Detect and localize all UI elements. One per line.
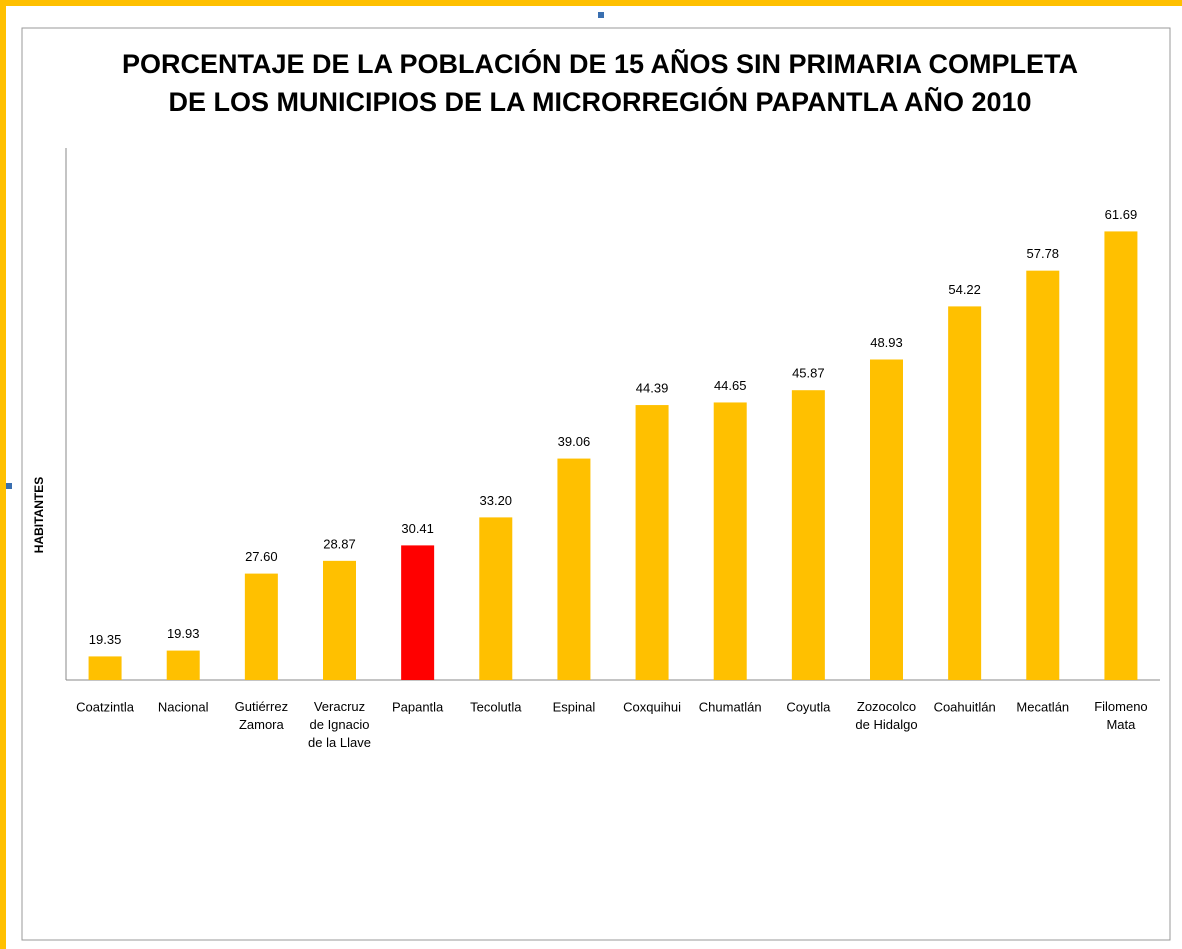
chart-title: PORCENTAJE DE LA POBLACIÓN DE 15 AÑOS SI… (122, 48, 1078, 117)
bar (323, 560, 356, 680)
handle (598, 12, 604, 18)
x-tick-label: Coyutla (786, 699, 831, 714)
bar (557, 458, 591, 680)
bar (870, 359, 903, 680)
x-tick-label: Coatzintla (76, 699, 135, 714)
bar (88, 656, 122, 680)
data-label: 54.22 (948, 282, 981, 297)
chart-border (21, 27, 1171, 941)
x-tick-label: Nacional (158, 699, 209, 714)
y-axis-label: HABITANTES (32, 477, 46, 553)
bar (635, 405, 669, 680)
data-label: 44.65 (714, 378, 747, 393)
bar (166, 650, 200, 680)
bar (1104, 231, 1138, 681)
data-label: 61.69 (1105, 207, 1138, 222)
data-label: 28.87 (323, 536, 356, 551)
bar (479, 517, 513, 680)
data-label: 39.06 (558, 434, 591, 449)
x-tick-label: Mecatlán (1016, 699, 1069, 714)
data-label: 57.78 (1027, 246, 1060, 261)
bar (791, 390, 825, 680)
data-label: 19.35 (89, 632, 122, 647)
data-label: 45.87 (792, 366, 825, 381)
data-label: 27.60 (245, 549, 278, 564)
x-tick-label: Papantla (392, 699, 444, 714)
x-tick-label: Espinal (553, 699, 596, 714)
bar (401, 545, 435, 680)
bar (244, 573, 278, 680)
data-label: 19.93 (167, 626, 200, 641)
x-tick-label: Coahuitlán (934, 699, 996, 714)
bar (713, 402, 747, 680)
x-tick-label: Gutiérrez Zamora (235, 699, 288, 732)
x-tick-label: Filomeno Mata (1094, 699, 1147, 732)
bar (948, 306, 982, 680)
data-label: 33.20 (480, 493, 513, 508)
data-label: 48.93 (870, 335, 903, 350)
frame-top (0, 0, 1182, 6)
data-label: 44.39 (636, 381, 669, 396)
frame-left (0, 0, 6, 949)
x-tick-label: Veracruz de Ignacio de la Llave (308, 699, 371, 750)
x-tick-label: Zozocolco de Hidalgo (855, 699, 917, 732)
x-tick-label: Tecolutla (470, 699, 522, 714)
x-tick-label: Chumatlán (699, 699, 762, 714)
data-label: 30.41 (401, 521, 434, 536)
handle (6, 483, 12, 489)
x-tick-label: Coxquihui (623, 699, 681, 714)
bar (1026, 270, 1060, 680)
